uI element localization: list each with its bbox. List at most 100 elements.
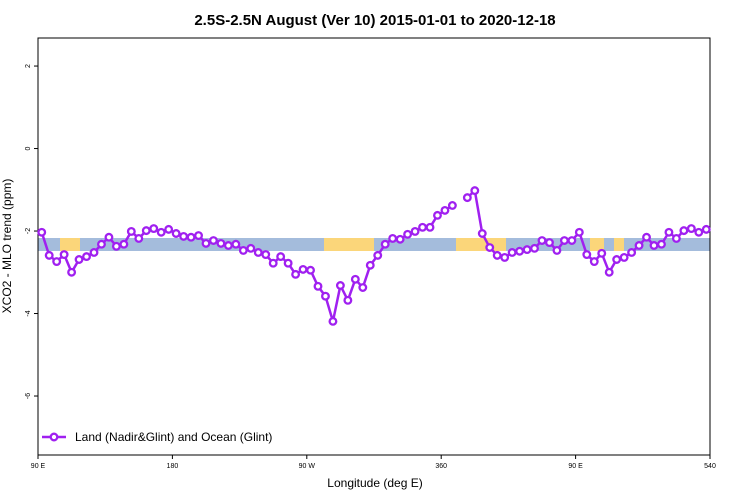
y-axis-label: XCO2 - MLO trend (ppm) [0, 179, 14, 314]
y-tick-label: -6 [25, 393, 32, 399]
data-point [522, 245, 532, 255]
x-tick-label: 540 [704, 463, 716, 470]
data-point [104, 232, 114, 242]
data-point [268, 258, 278, 268]
data-point [664, 227, 674, 237]
data-point [642, 232, 651, 242]
x-tick-label: 360 [435, 463, 447, 470]
data-point [238, 245, 248, 255]
data-point [365, 260, 375, 270]
data-point [126, 226, 136, 236]
data-point [440, 205, 450, 215]
data-point [283, 258, 293, 268]
data-point [671, 234, 681, 243]
data-point [119, 239, 129, 249]
data-point [164, 224, 174, 234]
x-tick-label: 90 E [31, 463, 46, 470]
data-point [612, 255, 622, 264]
data-point [141, 226, 151, 236]
data-point [500, 252, 510, 262]
data-point [403, 229, 413, 239]
data-point [52, 257, 62, 267]
data-point [634, 241, 644, 250]
data-point [350, 274, 360, 284]
data-point [156, 227, 166, 237]
data-point [649, 241, 659, 250]
y-tick-label: 0 [25, 146, 32, 150]
data-point [425, 222, 435, 232]
chart-title: 2.5S-2.5N August (Ver 10) 2015-01-01 to … [194, 12, 555, 29]
data-point [343, 295, 353, 305]
data-point [537, 236, 547, 245]
data-point [619, 252, 629, 262]
data-point [111, 241, 121, 251]
data-point [515, 246, 525, 256]
data-point [604, 267, 614, 277]
data-point [694, 227, 704, 237]
data-point [246, 243, 256, 253]
data-point [328, 316, 338, 326]
data-point [253, 248, 263, 257]
data-point [657, 239, 666, 249]
data-point [418, 222, 427, 232]
data-point [530, 243, 539, 253]
data-point [686, 224, 696, 234]
data-point [559, 236, 569, 245]
land-patch [590, 238, 604, 251]
data-point [97, 239, 106, 249]
y-tick-label: -4 [25, 310, 32, 316]
data-point [582, 250, 592, 259]
data-point [447, 201, 457, 210]
data-point [552, 245, 562, 255]
data-point [179, 231, 189, 241]
data-point [82, 252, 91, 262]
data-point [410, 226, 420, 236]
data-point [380, 239, 390, 249]
y-tick-label: 2 [25, 64, 32, 68]
data-point [44, 250, 54, 260]
x-axis-label: Longitude (deg E) [327, 476, 422, 490]
land-patch [324, 238, 374, 251]
legend-marker [49, 432, 59, 442]
data-point [306, 265, 315, 275]
x-tick-label: 180 [167, 463, 179, 470]
land-patch [614, 238, 624, 251]
data-point [186, 232, 196, 242]
data-point [701, 224, 711, 234]
data-point [321, 291, 330, 301]
x-tick-label: 90 W [299, 463, 316, 470]
data-point [335, 281, 345, 290]
data-point [485, 243, 495, 252]
data-point [59, 250, 69, 259]
data-point [216, 238, 226, 248]
data-point [298, 264, 308, 274]
data-point [209, 236, 218, 245]
data-point [134, 234, 144, 243]
data-point [291, 269, 301, 279]
data-point [477, 229, 487, 238]
data-point [201, 238, 211, 248]
y-tick-label: -2 [25, 228, 32, 234]
land-patch [60, 238, 80, 251]
data-point [574, 227, 584, 237]
data-point [589, 257, 599, 267]
data-point [89, 248, 99, 257]
data-point [567, 236, 577, 245]
data-point [358, 283, 368, 292]
data-point [276, 252, 286, 262]
plot-frame [37, 37, 711, 456]
land-patch [456, 238, 506, 251]
data-point [261, 250, 271, 259]
data-point [395, 234, 405, 244]
data-point [194, 231, 203, 241]
data-point [462, 193, 472, 203]
data-point [67, 267, 77, 277]
data-point [679, 226, 689, 236]
data-point [507, 248, 517, 257]
data-point [313, 281, 323, 291]
data-point [470, 186, 480, 196]
data-point [171, 229, 181, 238]
data-point [373, 250, 383, 260]
data-point [388, 234, 398, 243]
